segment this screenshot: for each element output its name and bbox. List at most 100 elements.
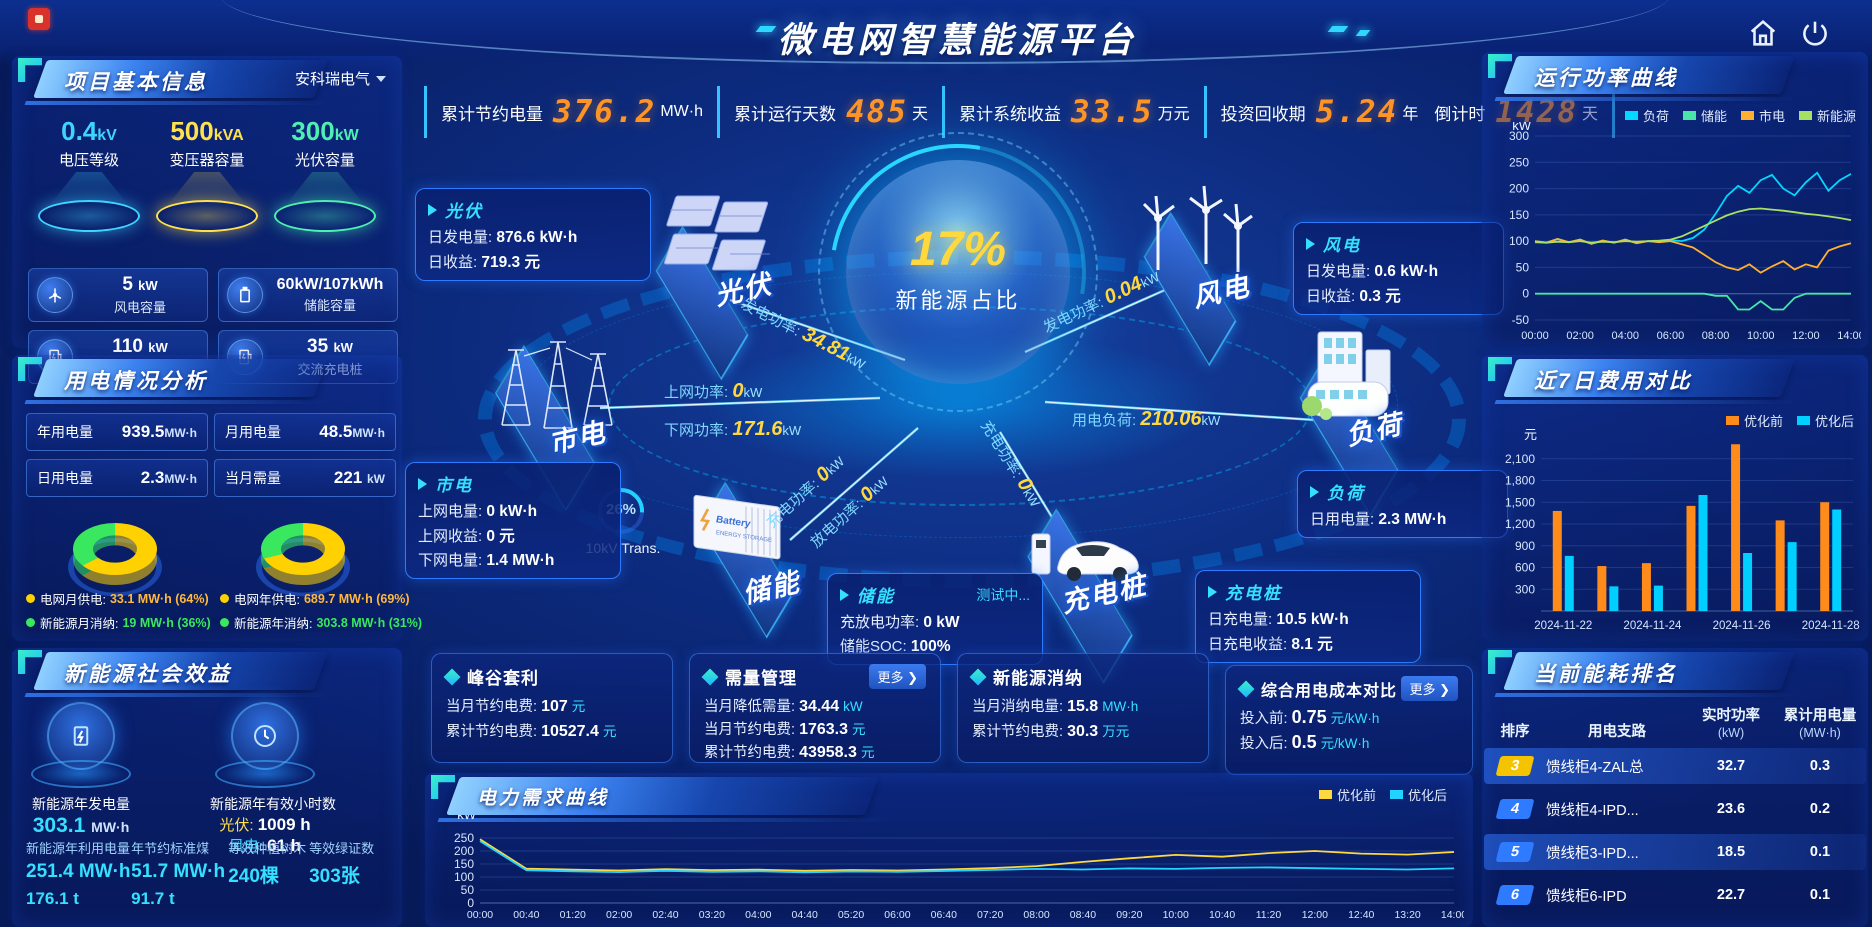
diamond-icon: [701, 668, 719, 685]
hours-pv-value: 1009 h: [257, 815, 311, 834]
panel-energy-ranking: 当前能耗排名 排序 用电支路 实时功率 (kW) 累计用电量 (MW·h) 3 馈线柜4-Z…: [1482, 648, 1868, 927]
cost-chart: 2,100 1,800 1,500 1,200 900 600 300 元 2024-11-22…: [1505, 427, 1860, 632]
legend-value: 19 MW·h (36%): [122, 615, 211, 630]
page-title: 微电网智慧能源平台: [777, 21, 1138, 60]
svg-text:2024-11-28: 2024-11-28: [1802, 620, 1860, 632]
donut-year: [256, 522, 350, 597]
legend-swatch: [1318, 790, 1332, 799]
svg-text:06:40: 06:40: [931, 909, 957, 921]
rank-badge: 6: [1495, 885, 1535, 905]
svg-text:07:20: 07:20: [977, 909, 1003, 921]
rank-badge: 4: [1495, 799, 1535, 819]
ranking-row[interactable]: 5 馈线柜3-IPD... 18.5 0.1: [1484, 834, 1866, 870]
svg-text:04:00: 04:00: [745, 909, 771, 921]
more-button[interactable]: 更多 ❯: [1401, 676, 1458, 701]
benefit-bottom-item: 新能源年利用电量 251.4 MW·h 176.1 t: [26, 838, 131, 909]
legend-dot: [220, 594, 229, 603]
svg-text:kW: kW: [1512, 122, 1532, 133]
legend-item[interactable]: 优化前: [1318, 785, 1376, 804]
legend-item[interactable]: 优化后: [1796, 411, 1854, 430]
ranking-row[interactable]: 6 馈线柜6-IPD 22.7 0.1: [1484, 877, 1866, 913]
svg-text:08:40: 08:40: [1070, 909, 1096, 921]
svg-text:00:00: 00:00: [467, 909, 493, 921]
kpi-label: 累计节约电量: [441, 104, 543, 124]
ranking-row[interactable]: 4 馈线柜4-IPD... 23.6 0.2: [1484, 791, 1866, 827]
ranking-column-header[interactable]: 用电支路: [1588, 724, 1646, 740]
card-demand-mgmt: 需量管理 更多 ❯ 当月降低需量: 34.44 kW 当月节约电费: 1763.…: [689, 653, 941, 763]
legend-label: 优化前: [1743, 414, 1783, 429]
benefit-value: 240棵: [228, 866, 279, 887]
diamond-icon: [969, 668, 987, 685]
legend-value: 689.7 MW·h (69%): [303, 591, 410, 606]
kpi-energy-saved: 累计节约电量 376.2 MW·h: [424, 86, 717, 138]
kpi-bar: 累计节约电量 376.2 MW·h 累计运行天数 485 天 累计系统收益 33…: [424, 86, 1616, 138]
legend-item[interactable]: 负荷: [1624, 106, 1669, 125]
legend-label: 新能源年消纳:: [234, 617, 313, 631]
svg-text:12:40: 12:40: [1348, 909, 1374, 921]
storage-status: 测试中...: [976, 586, 1030, 603]
charger-tooltip: 充电桩 日充电量: 10.5 kW·h 日充电收益: 8.1 元: [1195, 570, 1421, 663]
panel-title: 运行功率曲线: [1534, 67, 1678, 90]
legend-item[interactable]: 新能源: [1798, 106, 1856, 125]
legend-label: 新能源: [1816, 109, 1856, 124]
legend-item[interactable]: 优化前: [1725, 411, 1783, 430]
company-select[interactable]: 安科瑞电气: [295, 68, 386, 89]
realtime-power: 32.7: [1716, 758, 1746, 774]
kpi-unit: 年: [1402, 106, 1419, 123]
panel-header: 电力需求曲线: [425, 773, 1473, 815]
hours-wind-label: 风电:: [228, 838, 263, 855]
svg-text:12:00: 12:00: [1792, 330, 1820, 342]
legend-item[interactable]: 储能: [1682, 106, 1727, 125]
legend-swatch: [1682, 111, 1696, 120]
card-newenergy-consume: 新能源消纳 当月消纳电量: 15.8 MW·h 累计节约电费: 30.3 万元: [957, 653, 1209, 763]
legend-label: 优化前: [1336, 788, 1376, 803]
more-button[interactable]: 更多 ❯: [869, 664, 926, 689]
panel-project-info: 项目基本信息 安科瑞电气 0.4kV 电压等级 500kVA 变压器容量 300…: [12, 56, 402, 384]
chevron-down-icon: [376, 75, 386, 82]
spotlight-label: 电压等级: [58, 152, 119, 169]
corner-icon: [431, 775, 455, 799]
benefit-unit: MW·h: [91, 819, 130, 835]
rank-badge: 3: [1495, 756, 1535, 776]
panel-header: 运行功率曲线: [1482, 52, 1868, 98]
corner-icon: [1488, 54, 1512, 78]
chevron-right-icon: [418, 477, 427, 490]
home-icon[interactable]: [1746, 16, 1780, 50]
ranking-column-header[interactable]: 累计用电量 (MW·h): [1783, 708, 1857, 740]
benefit-label: 新能源年发电量: [32, 796, 130, 812]
kpi-value: 5.24: [1315, 94, 1399, 130]
power-icon[interactable]: [1798, 16, 1832, 50]
stat-unit: kW: [367, 472, 385, 486]
svg-text:0: 0: [467, 896, 474, 910]
svg-text:13:20: 13:20: [1394, 909, 1420, 921]
ranking-column-header[interactable]: 排序: [1500, 724, 1530, 740]
ranking-column-header[interactable]: 实时功率 (kW): [1702, 708, 1760, 740]
corner-icon: [1488, 357, 1512, 381]
total-energy: 0.2: [1809, 801, 1831, 817]
light-base: [156, 200, 258, 232]
stat-value: 221: [333, 468, 363, 487]
legend-item[interactable]: 市电: [1740, 106, 1785, 125]
benefit-label: 年节约标准煤: [131, 841, 210, 856]
svg-text:300: 300: [1509, 129, 1529, 143]
total-energy: 0.3: [1809, 758, 1831, 774]
kpi-unit: MW·h: [660, 103, 703, 120]
kpi-total-income: 累计系统收益 33.5 万元: [942, 86, 1204, 138]
stat-value: 48.5: [319, 422, 353, 441]
branch-name: 馈线柜6-IPD: [1546, 888, 1627, 905]
legend-item[interactable]: 优化后: [1389, 785, 1447, 804]
realtime-power: 18.5: [1716, 844, 1746, 860]
benefit-subvalue: 176.1 t: [26, 889, 79, 908]
svg-text:600: 600: [1515, 561, 1535, 575]
svg-text:01:20: 01:20: [560, 909, 586, 921]
total-energy: 0.1: [1809, 887, 1831, 903]
card-value: 35: [307, 336, 329, 357]
legend-value: 303.8 MW·h (31%): [316, 615, 423, 630]
demand-legend: 优化前 优化后: [1318, 785, 1447, 804]
panel-header: 近7日费用对比: [1482, 355, 1868, 401]
ranking-row[interactable]: 3 馈线柜4-ZAL总 32.7 0.3: [1484, 748, 1866, 784]
donut-month: [68, 522, 162, 597]
pedestal-generation: 新能源年发电量 303.1 MW·h: [26, 702, 136, 838]
